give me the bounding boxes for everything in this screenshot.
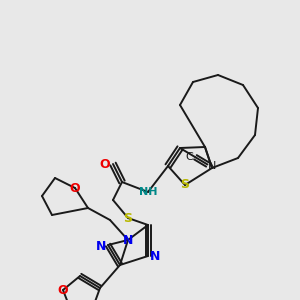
Text: O: O: [100, 158, 110, 170]
Text: N: N: [96, 241, 106, 254]
Text: O: O: [70, 182, 80, 194]
Text: NH: NH: [139, 187, 157, 197]
Text: S: S: [124, 212, 133, 224]
Text: C: C: [186, 152, 193, 162]
Text: O: O: [58, 284, 68, 296]
Text: N: N: [150, 250, 160, 262]
Text: N: N: [123, 233, 133, 247]
Text: S: S: [181, 178, 190, 191]
Text: N: N: [208, 161, 217, 172]
